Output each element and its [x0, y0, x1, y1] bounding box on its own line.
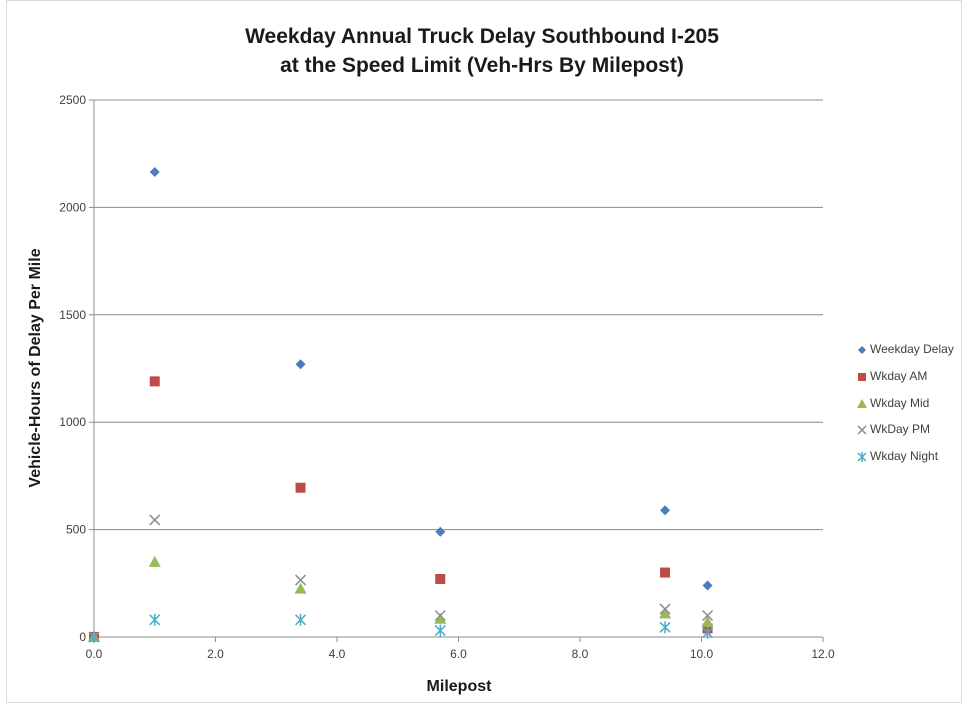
- y-tick-label: 500: [66, 523, 86, 537]
- y-tick-label: 0: [79, 630, 86, 644]
- x-tick-label: 10.0: [690, 647, 714, 661]
- data-point: [434, 624, 446, 637]
- legend-marker: [858, 373, 866, 382]
- data-point: [435, 574, 446, 585]
- data-point: [701, 615, 714, 627]
- data-point: [434, 612, 447, 624]
- triangle-marker-icon: [857, 398, 867, 408]
- data-point: [295, 482, 306, 493]
- y-tick-label: 1000: [59, 415, 86, 429]
- y-axis-title: Vehicle-Hours of Delay Per Mile: [27, 248, 44, 487]
- x-tick-label: 12.0: [811, 647, 835, 661]
- data-point: [702, 609, 714, 622]
- data-point: [295, 359, 306, 370]
- x-tick-label: 2.0: [207, 647, 224, 661]
- chart-title: Weekday Annual Truck Delay Southbound I-…: [0, 22, 964, 80]
- chart-frame: [6, 0, 962, 703]
- chart-title-line-2: at the Speed Limit (Veh-Hrs By Milepost): [280, 54, 684, 77]
- legend-item: Wkday Night: [855, 443, 963, 470]
- x-axis-title: Milepost: [427, 678, 493, 695]
- x-tick-label: 0.0: [86, 647, 103, 661]
- legend-item: WkDay PM: [855, 416, 963, 443]
- legend-item: Weekday Delay: [855, 336, 963, 363]
- data-point: [149, 376, 160, 387]
- series-wkday-pm: [88, 514, 714, 643]
- legend-label: Wkday Night: [870, 449, 939, 464]
- series-wkday-night: [88, 613, 714, 643]
- chart-title-line-1: Weekday Annual Truck Delay Southbound I-…: [245, 25, 719, 48]
- series-wkday-am: [89, 376, 713, 642]
- data-point: [702, 626, 714, 639]
- data-point: [659, 603, 671, 615]
- axes: [89, 99, 824, 642]
- data-point: [660, 505, 671, 516]
- legend-marker: [857, 452, 867, 463]
- data-point: [148, 555, 161, 567]
- data-point: [149, 514, 161, 526]
- legend-label: Wkday AM: [870, 369, 928, 384]
- data-point: [295, 613, 307, 626]
- y-tick-label: 1500: [59, 308, 86, 322]
- legend-marker: [858, 346, 866, 355]
- data-point: [659, 607, 672, 619]
- data-points: [88, 166, 714, 643]
- series-wkday-mid: [88, 555, 714, 642]
- legend-item: Wkday AM: [855, 363, 963, 390]
- legend-label: Weekday Delay: [870, 342, 954, 357]
- x-marker-icon: [857, 425, 867, 435]
- legend-marker: [857, 425, 867, 435]
- data-point: [149, 613, 161, 626]
- x-tick-label: 4.0: [329, 647, 346, 661]
- square-marker-icon: [858, 373, 866, 382]
- data-point: [149, 166, 160, 177]
- y-tick-label: 2000: [59, 200, 86, 214]
- data-point: [660, 567, 671, 578]
- data-point: [294, 582, 307, 594]
- tick-labels: 0 500 1000 1500 2000 2500 0.0 2.0 4.0 6.0 8.0 10.0 1…: [59, 93, 835, 661]
- legend: Weekday Delay Wkday AM Wkday Mid WkDay PM Wk…: [855, 336, 963, 469]
- data-point: [659, 621, 671, 634]
- diamond-marker-icon: [858, 346, 866, 355]
- legend-marker: [857, 398, 867, 408]
- series-weekday-delay: [89, 166, 713, 642]
- x-tick-label: 6.0: [450, 647, 467, 661]
- legend-label: Wkday Mid: [870, 395, 930, 410]
- x-tick-label: 8.0: [572, 647, 589, 661]
- data-point: [434, 609, 446, 622]
- data-point: [295, 574, 307, 586]
- y-tick-label: 2500: [59, 93, 86, 107]
- data-point: [435, 526, 446, 537]
- data-point: [702, 580, 713, 591]
- legend-label: WkDay PM: [870, 422, 930, 437]
- gridlines: [94, 99, 823, 531]
- legend-item: Wkday Mid: [855, 389, 963, 416]
- data-point: [88, 631, 100, 643]
- star-marker-icon: [857, 452, 867, 463]
